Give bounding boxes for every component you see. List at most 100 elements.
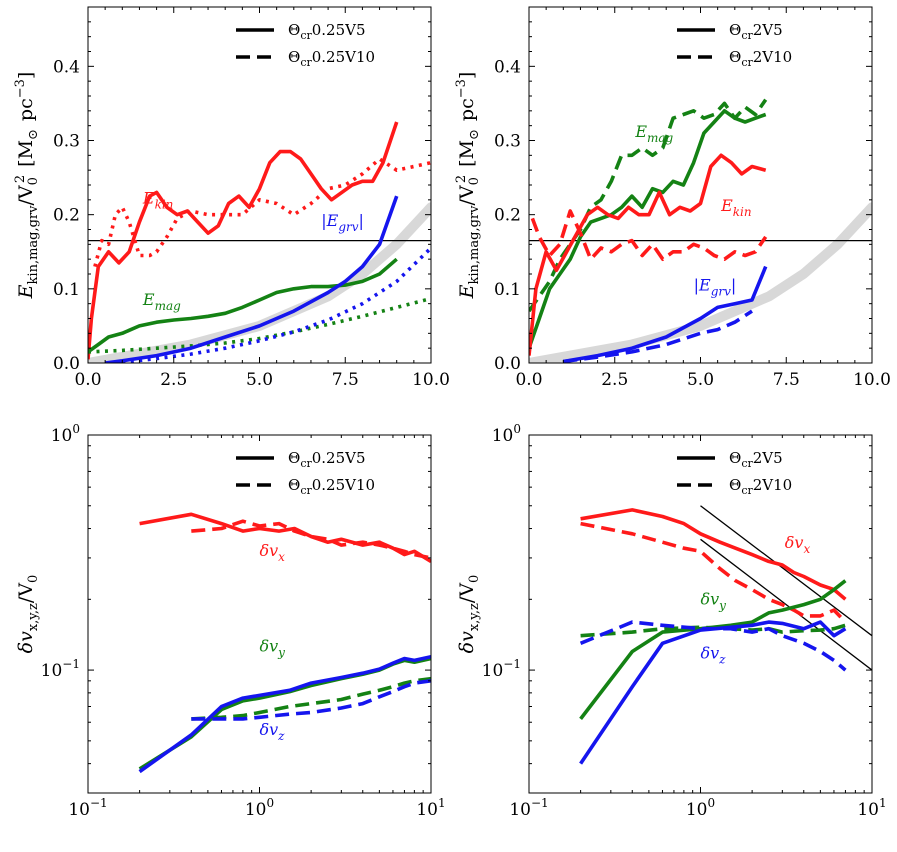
legend-text: 2V5 xyxy=(753,449,783,467)
y-tick-label: 0.0 xyxy=(494,354,521,374)
x-tick-label: 0.0 xyxy=(74,370,101,390)
x-tick-label-base: 10 xyxy=(416,800,438,820)
x-tick-label: 5.0 xyxy=(687,370,714,390)
y-label-sub0: 0 xyxy=(26,575,41,583)
series-line-3 xyxy=(191,676,431,721)
series-line-0 xyxy=(580,508,847,601)
annotation-prefix: | xyxy=(694,275,699,294)
annotation-kin: δvx xyxy=(785,533,811,556)
y-tick-label: 0.2 xyxy=(53,206,80,226)
legend-theta: Θ xyxy=(288,21,300,39)
annotation-grv: δvz xyxy=(701,644,727,667)
x-tick-label: 2.5 xyxy=(160,370,187,390)
x-tick-label-text: 10.0 xyxy=(853,370,891,390)
series-line-3 xyxy=(88,296,431,354)
x-tick-label: 101 xyxy=(857,796,886,820)
y-tick-label: 0.2 xyxy=(494,206,521,226)
ticks xyxy=(87,6,432,364)
annotation-main: E xyxy=(698,275,711,294)
x-tick-label-base: 10 xyxy=(68,800,90,820)
annotation-main: δv xyxy=(260,541,279,560)
x-tick-label: 10−1 xyxy=(68,796,107,820)
annotation-mag: δvy xyxy=(260,636,286,659)
series-line-4 xyxy=(579,620,847,765)
model-band xyxy=(529,202,872,363)
y-label-div: /V xyxy=(456,185,478,205)
annotation-kin: Ekin xyxy=(720,196,752,219)
series-line-1 xyxy=(93,157,431,268)
series-line-3 xyxy=(530,209,768,261)
y-tick-label: 0.1 xyxy=(53,280,80,300)
legend-sub: cr xyxy=(300,457,312,470)
legend-label: Θcr2V10 xyxy=(729,48,792,69)
y-tick-label-text: 0.2 xyxy=(494,206,521,226)
series-line-5 xyxy=(579,620,847,672)
x-tick-label-base: 10 xyxy=(509,800,531,820)
legend-label: Θcr0.25V10 xyxy=(288,476,375,497)
x-tick-label-text: 0.0 xyxy=(74,370,101,390)
x-tick-label-text: 2.5 xyxy=(160,370,187,390)
annotation-grv: δvz xyxy=(260,720,286,743)
annotation-sub: grv xyxy=(711,284,731,298)
annotation-mag: δvy xyxy=(701,590,727,613)
panel-b: 0.0 2.5 5.0 7.5 10.0 0.0 0.1 0.2 0.3 0.4 Ekin,mag,… xyxy=(454,6,891,390)
y-tick-label-text: 0.1 xyxy=(53,280,80,300)
annotation-kin: Ekin xyxy=(142,189,174,212)
x-tick-label: 10.0 xyxy=(853,370,891,390)
y-label-unit-open: [M xyxy=(456,140,478,167)
axes-frame xyxy=(528,6,873,364)
annotation-sub: y xyxy=(277,645,285,659)
annotation-sub: x xyxy=(278,550,285,564)
y-label-sub: x,y,z xyxy=(467,603,482,631)
annotation-sub: x xyxy=(803,542,810,556)
y-label-sub0: 0 xyxy=(26,177,41,185)
y-label-unit-close: ] xyxy=(15,72,37,79)
annotation-main: δv xyxy=(701,644,720,663)
annotation-mag: Emag xyxy=(142,290,181,313)
plot-area xyxy=(529,98,872,363)
y-label-unit-close: ] xyxy=(456,72,478,79)
series-line-1 xyxy=(191,519,431,560)
y-tick-label-exp: 0 xyxy=(513,422,521,436)
annotation-grv: |Egrv| xyxy=(694,275,737,298)
y-tick-label: 10−1 xyxy=(41,657,80,681)
y-label-sub: kin,mag,grv xyxy=(26,205,41,285)
annotation-sub: mag xyxy=(647,131,674,145)
y-label-sub0: 0 xyxy=(467,575,482,583)
annotation-main: δv xyxy=(260,636,279,655)
x-tick-label: 7.5 xyxy=(773,370,800,390)
x-tick-label-exp: 1 xyxy=(438,796,446,810)
y-label-sub0: 0 xyxy=(467,177,482,185)
series-line-4 xyxy=(104,195,399,363)
legend-text: 0.25V5 xyxy=(312,449,366,467)
legend-theta: Θ xyxy=(729,476,741,494)
legend-label: Θcr2V10 xyxy=(729,476,792,497)
y-label-main: E xyxy=(456,284,478,299)
y-tick-label: 0.0 xyxy=(53,354,80,374)
annotation-main: E xyxy=(720,196,733,215)
annotation-sub: grv xyxy=(338,220,358,234)
y-tick-label-exp: −1 xyxy=(62,657,80,671)
y-tick-label: 0.4 xyxy=(53,57,80,77)
y-tick-label: 100 xyxy=(492,422,521,446)
legend-theta: Θ xyxy=(288,449,300,467)
legend-label: Θcr2V5 xyxy=(729,21,783,42)
y-label-unit-pc: pc xyxy=(456,98,478,121)
legend-text: 2V10 xyxy=(753,476,792,494)
legend-label: Θcr0.25V5 xyxy=(288,21,366,42)
y-label-unit-exp: −3 xyxy=(13,79,28,98)
x-tick-label: 7.5 xyxy=(332,370,359,390)
y-label-unit-sun: ⊙ xyxy=(467,129,482,140)
y-tick-label: 0.4 xyxy=(494,57,521,77)
y-label-div: /V xyxy=(15,185,37,205)
annotation-main: E xyxy=(634,122,647,141)
legend-text: 0.25V5 xyxy=(312,21,366,39)
annotation-grv: |Egrv| xyxy=(321,211,364,234)
y-label-sup: 2 xyxy=(13,175,28,183)
legend-sub: cr xyxy=(300,484,312,497)
y-label-unit-pc: pc xyxy=(15,98,37,121)
legend-sub: cr xyxy=(300,56,312,69)
panel-d: 10−1 100 10110−1100δvx,y,z/V0Θcr2V5Θcr2V10… xyxy=(456,422,887,820)
reference-slope-line-1 xyxy=(700,538,872,671)
x-tick-label: 100 xyxy=(686,796,715,820)
